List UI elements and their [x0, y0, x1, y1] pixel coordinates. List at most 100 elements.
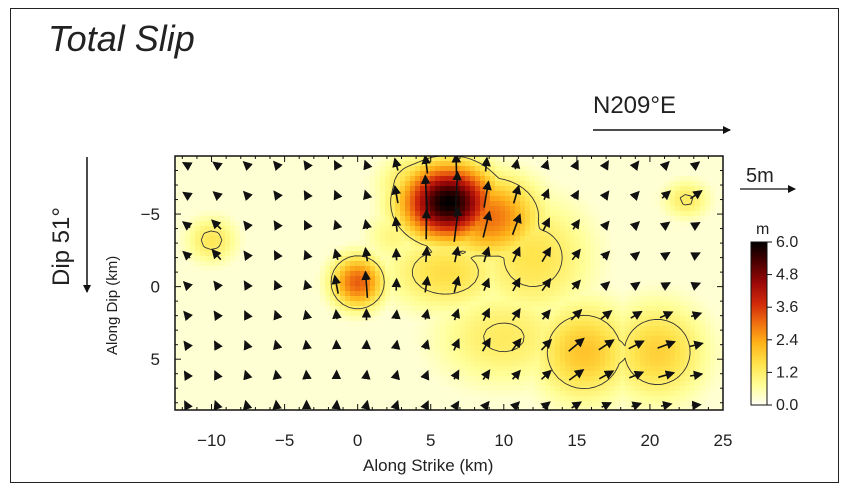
heat-cell — [355, 381, 361, 387]
heat-cell — [470, 206, 476, 212]
heat-cell — [445, 256, 451, 262]
heat-cell — [340, 306, 346, 312]
heat-cell — [440, 246, 446, 252]
heat-cell — [650, 271, 656, 277]
heat-cell — [490, 246, 496, 252]
heat-cell — [495, 241, 501, 247]
heat-cell — [285, 246, 291, 252]
heat-cell — [470, 296, 476, 302]
heat-cell — [640, 246, 646, 252]
heat-cell — [635, 291, 641, 297]
heat-cell — [660, 256, 666, 262]
heat-cell — [530, 216, 536, 222]
heat-cell — [635, 201, 641, 207]
heat-cell — [355, 291, 361, 297]
heat-cell — [440, 206, 446, 212]
heat-cell — [565, 201, 571, 207]
heat-cell — [550, 251, 556, 257]
heat-cell — [390, 161, 396, 167]
heat-cell — [345, 356, 351, 362]
heat-cell — [210, 301, 216, 307]
heat-cell — [520, 226, 526, 232]
heat-cell — [620, 331, 626, 337]
heat-cell — [655, 276, 661, 282]
heat-cell — [655, 156, 661, 162]
heat-cell — [365, 171, 371, 177]
heat-cell — [550, 306, 556, 312]
heat-cell — [615, 191, 621, 197]
heat-cell — [450, 216, 456, 222]
heat-cell — [350, 371, 356, 377]
heat-cell — [195, 201, 201, 207]
heat-cell — [230, 381, 236, 387]
heat-cell — [270, 166, 276, 172]
heat-cell — [260, 161, 266, 167]
heat-cell — [180, 226, 186, 232]
heat-cell — [590, 361, 596, 367]
heat-cell — [220, 321, 226, 327]
heat-cell — [385, 321, 391, 327]
heat-cell — [330, 161, 336, 167]
heat-cell — [510, 266, 516, 272]
heat-cell — [615, 241, 621, 247]
heat-cell — [200, 381, 206, 387]
heat-cell — [555, 366, 561, 372]
heat-cell — [175, 271, 181, 277]
heat-cell — [320, 226, 326, 232]
heat-cell — [420, 261, 426, 267]
heat-cell — [430, 386, 436, 392]
heat-cell — [570, 356, 576, 362]
heat-cell — [380, 221, 386, 227]
heat-cell — [505, 396, 511, 402]
heat-cell — [275, 201, 281, 207]
heat-cell — [605, 346, 611, 352]
heat-cell — [365, 176, 371, 182]
heat-cell — [210, 206, 216, 212]
heat-cell — [485, 196, 491, 202]
heat-cell — [295, 296, 301, 302]
heat-cell — [315, 341, 321, 347]
heat-cell — [590, 166, 596, 172]
heat-cell — [415, 241, 421, 247]
heat-cell — [645, 161, 651, 167]
heat-cell — [430, 376, 436, 382]
heat-cell — [405, 246, 411, 252]
heat-cell — [320, 391, 326, 397]
heat-cell — [550, 236, 556, 242]
heat-cell — [655, 226, 661, 232]
heat-cell — [280, 216, 286, 222]
heat-cell — [265, 346, 271, 352]
heat-cell — [245, 331, 251, 337]
heat-cell — [325, 256, 331, 262]
heat-cell — [320, 296, 326, 302]
heat-cell — [360, 211, 366, 217]
heat-cell — [190, 261, 196, 267]
heat-cell — [315, 366, 321, 372]
heat-cell — [470, 181, 476, 187]
heat-cell — [280, 356, 286, 362]
heat-cell — [510, 386, 516, 392]
heat-cell — [340, 321, 346, 327]
heat-cell — [175, 246, 181, 252]
heat-cell — [305, 181, 311, 187]
heat-cell — [210, 386, 216, 392]
heat-cell — [295, 271, 301, 277]
heat-cell — [510, 191, 516, 197]
heat-cell — [410, 251, 416, 257]
heat-cell — [525, 216, 531, 222]
heat-cell — [330, 391, 336, 397]
heat-cell — [605, 171, 611, 177]
heat-cell — [390, 351, 396, 357]
heat-cell — [610, 231, 616, 237]
heat-cell — [380, 236, 386, 242]
heat-cell — [390, 381, 396, 387]
heat-cell — [630, 356, 636, 362]
heat-cell — [320, 366, 326, 372]
heat-cell — [535, 276, 541, 282]
heat-cell — [275, 241, 281, 247]
heat-cell — [240, 211, 246, 217]
heat-cell — [410, 176, 416, 182]
heat-cell — [430, 361, 436, 367]
heat-cell — [310, 186, 316, 192]
heat-cell — [215, 361, 221, 367]
